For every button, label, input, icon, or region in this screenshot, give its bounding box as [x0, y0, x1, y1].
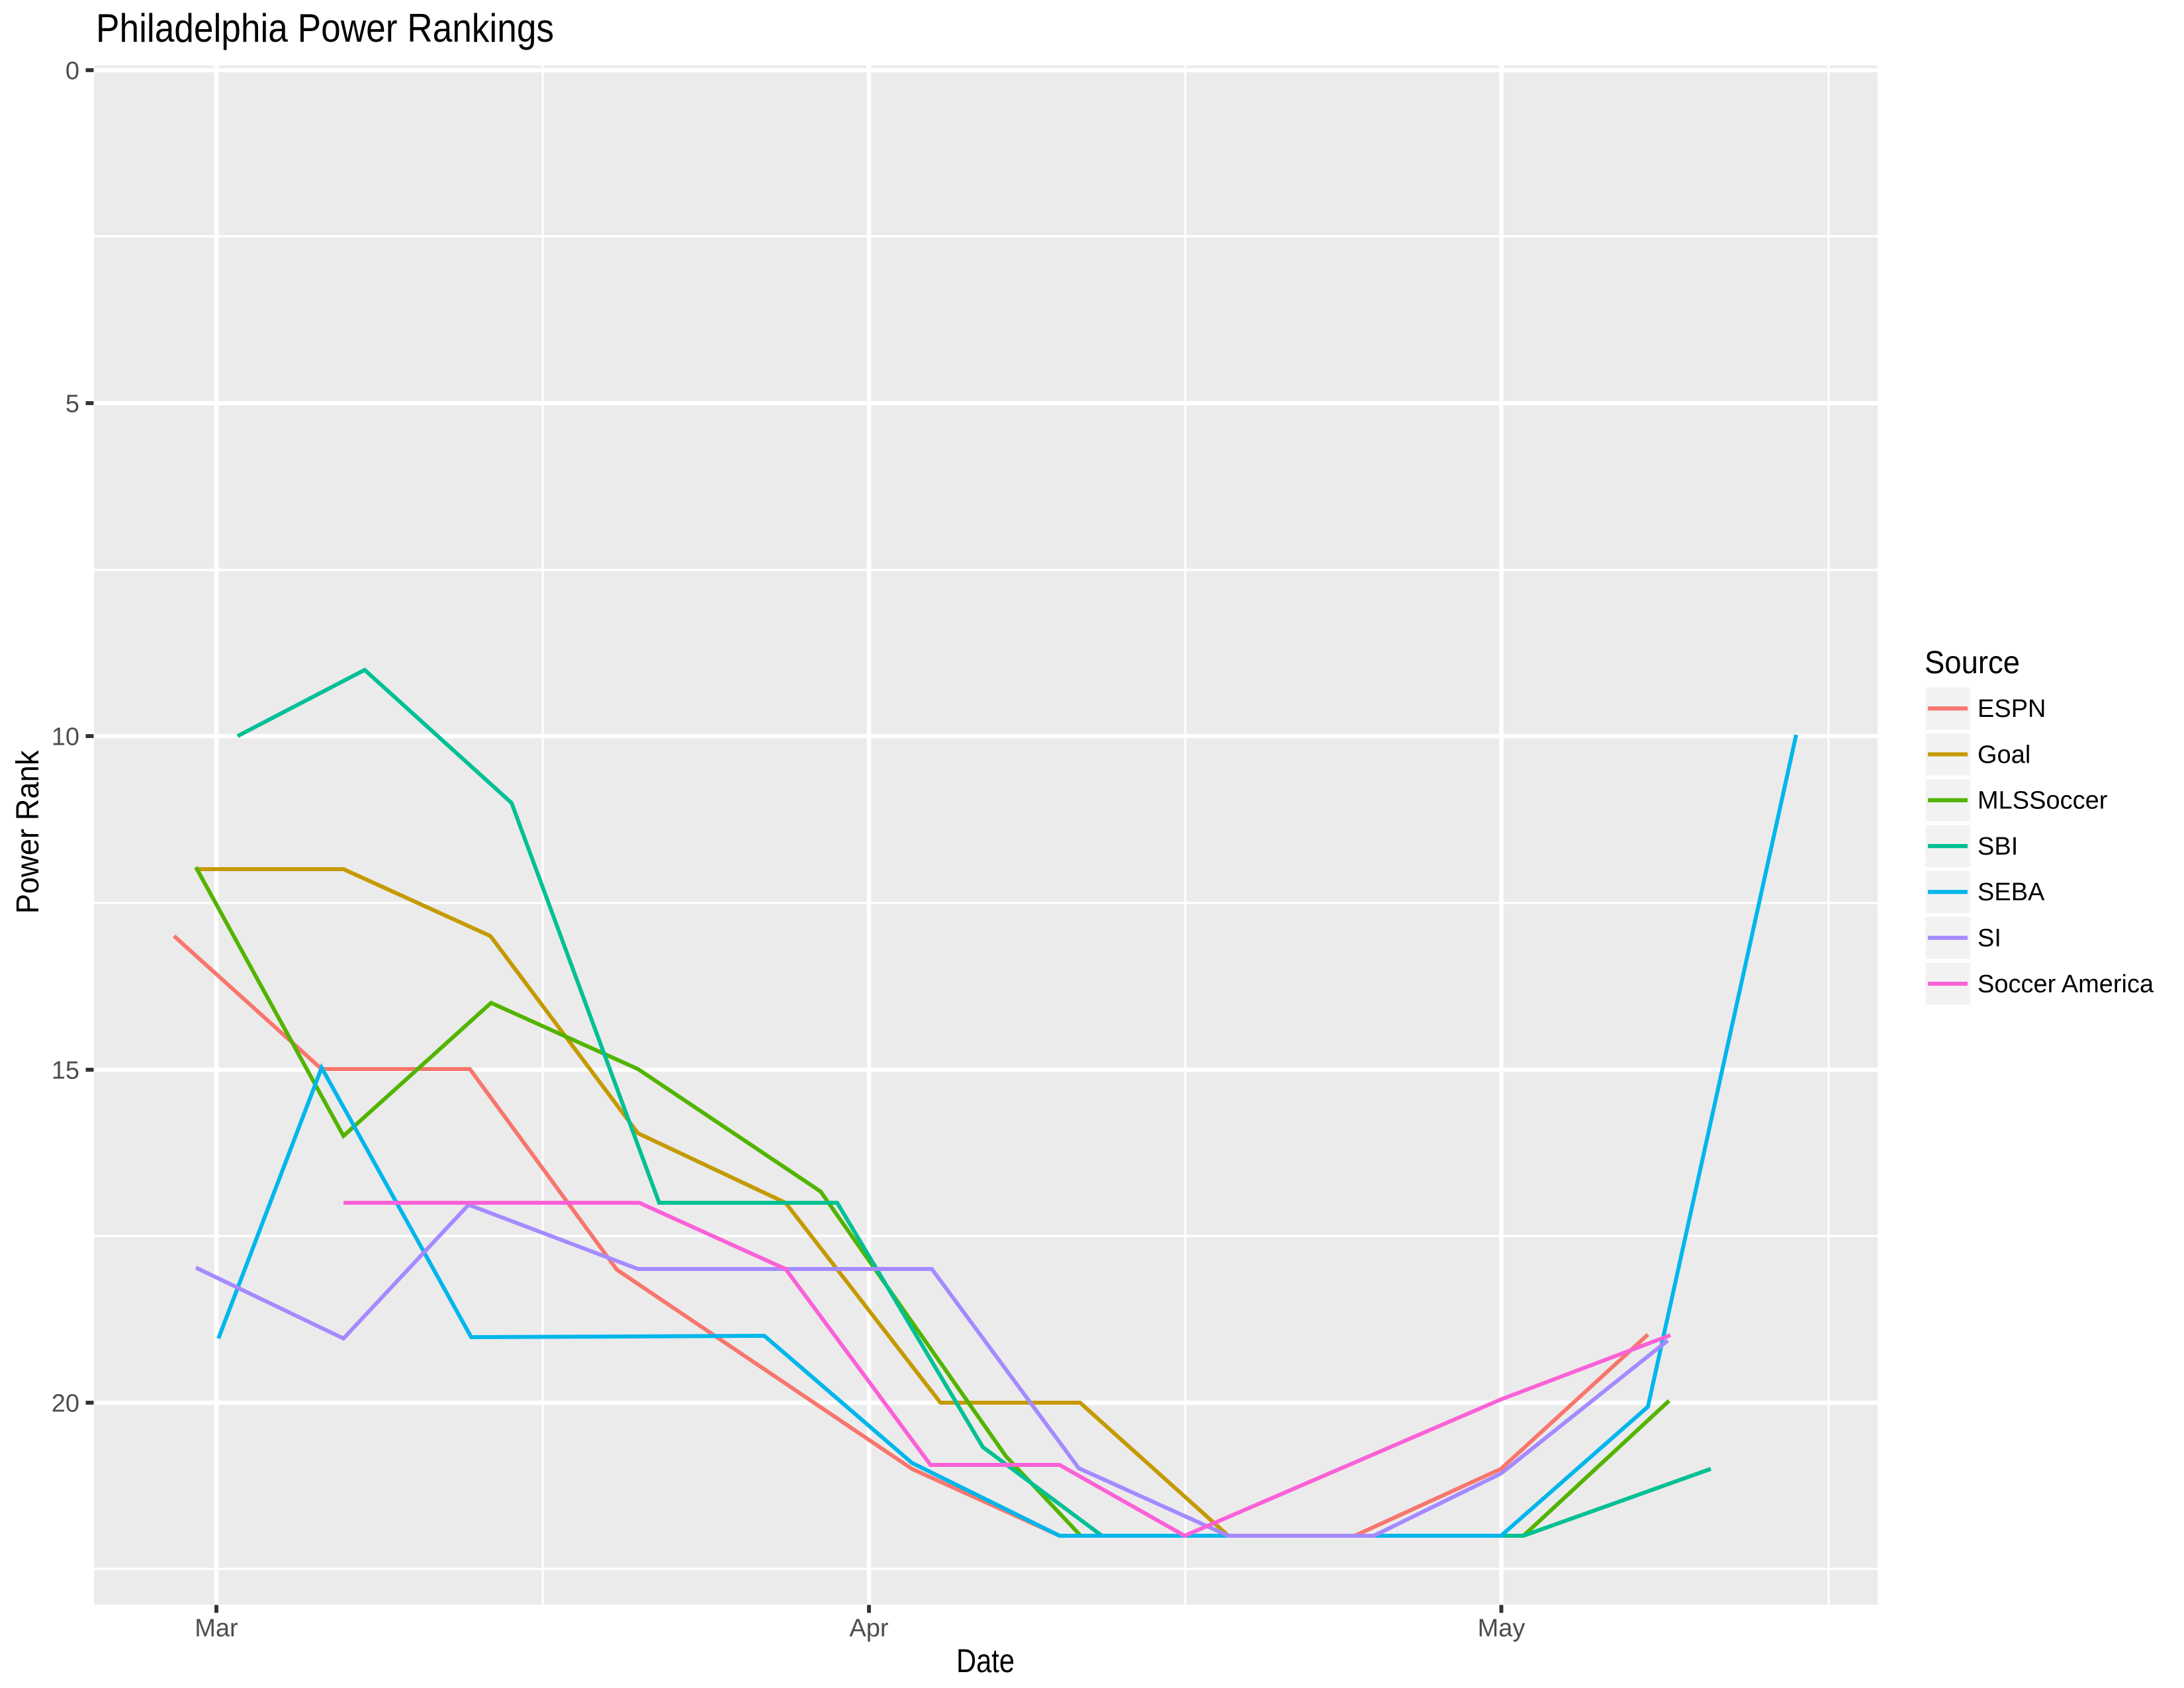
svg-text:Apr: Apr — [849, 1615, 888, 1642]
svg-text:10: 10 — [52, 724, 79, 751]
svg-text:5: 5 — [66, 391, 79, 418]
svg-text:MLSSoccer: MLSSoccer — [1978, 787, 2108, 815]
svg-text:SEBA: SEBA — [1978, 878, 2045, 906]
svg-text:0: 0 — [66, 58, 79, 85]
svg-text:ESPN: ESPN — [1978, 695, 2046, 723]
svg-text:Soccer America: Soccer America — [1978, 970, 2154, 998]
svg-text:May: May — [1478, 1615, 1525, 1642]
svg-text:SBI: SBI — [1978, 833, 2018, 861]
svg-text:Source: Source — [1925, 645, 2020, 680]
svg-text:Goal: Goal — [1978, 741, 2030, 769]
svg-text:15: 15 — [52, 1057, 79, 1085]
svg-text:Date: Date — [956, 1642, 1015, 1679]
svg-text:Mar: Mar — [195, 1615, 238, 1642]
svg-text:SI: SI — [1978, 925, 2001, 953]
svg-text:Power Rank: Power Rank — [11, 750, 46, 914]
svg-text:20: 20 — [52, 1390, 79, 1418]
svg-text:Philadelphia Power Rankings: Philadelphia Power Rankings — [96, 6, 554, 50]
